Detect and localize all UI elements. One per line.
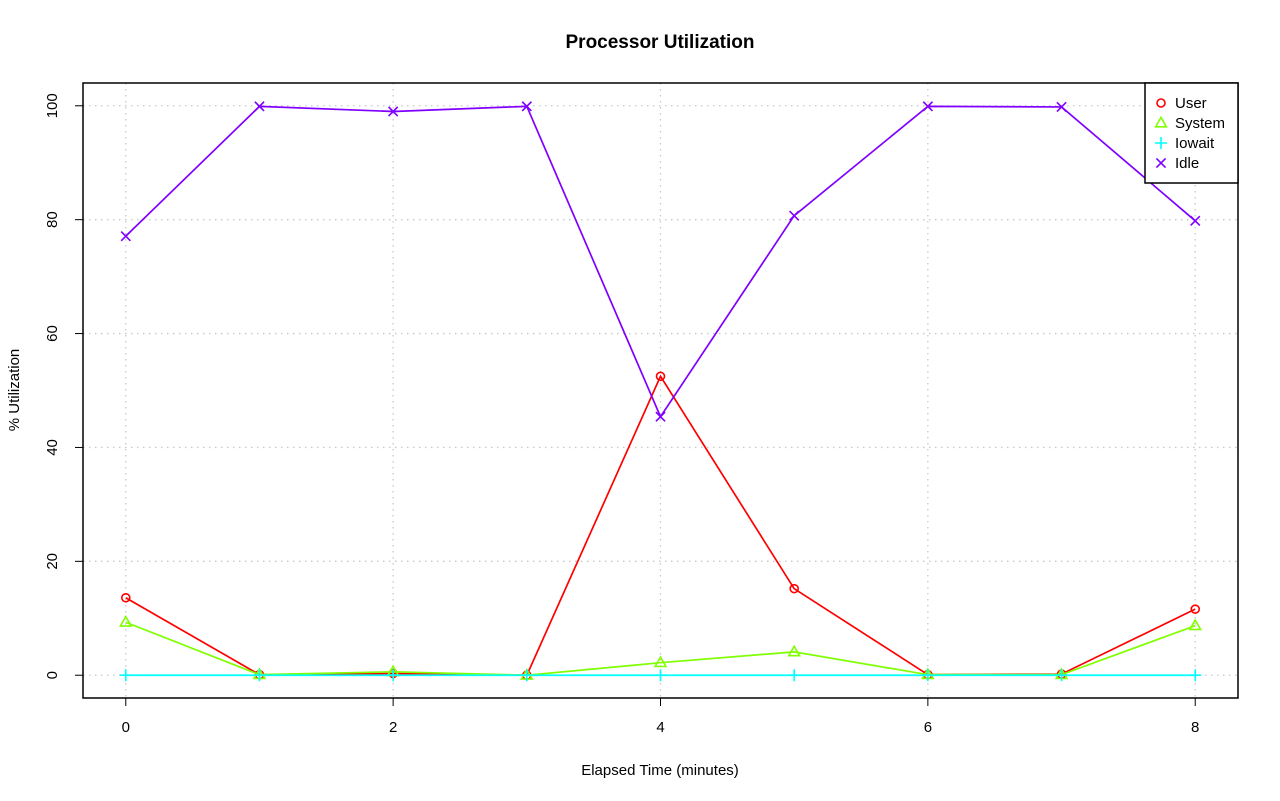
legend-label-idle: Idle: [1175, 155, 1199, 172]
legend: User System Iowait Idle: [1144, 82, 1239, 184]
data-point-idle: [120, 231, 131, 242]
data-point-iowait: [921, 669, 934, 682]
series-line-idle: [125, 105, 1196, 419]
series-layer: [118, 101, 1203, 682]
x-tick-label: 6: [924, 719, 932, 736]
chart-title: Processor Utilization: [566, 32, 755, 53]
y-axis-label: % Utilization: [6, 349, 23, 432]
y-tick-label: 100: [44, 93, 61, 118]
legend-label-iowait: Iowait: [1175, 135, 1215, 152]
y-tick-label: 20: [44, 553, 61, 570]
data-point-idle: [789, 210, 800, 221]
y-tick-label: 0: [44, 671, 61, 679]
data-point-iowait: [1055, 669, 1068, 682]
data-point-user: [655, 371, 666, 382]
legend-marker-idle: [1155, 157, 1167, 169]
data-point-user: [1190, 604, 1201, 614]
legend-marker-system: [1154, 115, 1168, 128]
data-point-idle: [254, 101, 265, 112]
x-tick-label: 4: [656, 719, 664, 736]
data-point-iowait: [1189, 669, 1202, 682]
data-point-iowait: [520, 669, 533, 682]
y-tick-label: 40: [44, 439, 61, 456]
legend-label-system: System: [1175, 115, 1225, 132]
series-idle: [120, 101, 1201, 422]
x-axis-label: Elapsed Time (minutes): [581, 762, 739, 779]
legend-marker-user: [1156, 98, 1166, 108]
series-iowait: [119, 669, 1202, 682]
data-point-iowait: [119, 669, 132, 682]
data-point-system: [118, 615, 133, 627]
data-point-idle: [1056, 101, 1067, 113]
data-point-iowait: [788, 669, 801, 682]
data-point-iowait: [387, 669, 400, 682]
x-tick-label: 0: [122, 719, 130, 736]
data-point-system: [787, 644, 801, 657]
data-point-user: [120, 592, 131, 603]
legend-label-user: User: [1175, 95, 1207, 112]
data-point-system: [653, 655, 668, 668]
data-point-idle: [521, 101, 532, 112]
data-point-idle: [922, 101, 934, 112]
data-point-idle: [655, 411, 666, 422]
x-tick-label: 2: [389, 719, 397, 736]
data-point-iowait: [654, 669, 667, 682]
data-point-iowait: [253, 669, 266, 682]
data-point-user: [789, 583, 799, 594]
data-point-system: [1188, 618, 1203, 631]
data-point-idle: [387, 106, 399, 117]
y-tick-label: 80: [44, 211, 61, 228]
y-tick-label: 60: [44, 325, 61, 342]
grid-lines: [83, 83, 1238, 698]
x-tick-label: 8: [1191, 719, 1199, 736]
series-user: [120, 371, 1201, 681]
legend-marker-iowait: [1155, 137, 1167, 149]
data-point-idle: [1190, 215, 1201, 226]
